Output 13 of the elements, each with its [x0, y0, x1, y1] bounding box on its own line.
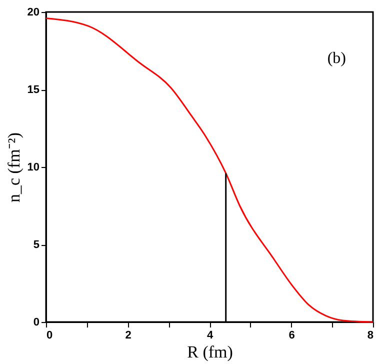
- y-axis-title: n_c (fm⁻²): [4, 132, 24, 203]
- y-tick-label: 0: [33, 316, 40, 328]
- x-tick-label: 4: [206, 330, 214, 342]
- x-tick-label: 2: [125, 330, 132, 342]
- x-tick-label: 6: [288, 330, 295, 342]
- y-tick-label: 20: [27, 6, 40, 18]
- x-axis-title: R (fm): [187, 342, 233, 362]
- y-tick-label: 15: [27, 84, 40, 96]
- y-tick-label: 10: [27, 162, 40, 174]
- annotation: (b): [327, 50, 346, 67]
- x-tick-label: 8: [367, 330, 374, 342]
- y-tick-label: 5: [33, 239, 40, 251]
- x-tick-label: 0: [46, 330, 53, 342]
